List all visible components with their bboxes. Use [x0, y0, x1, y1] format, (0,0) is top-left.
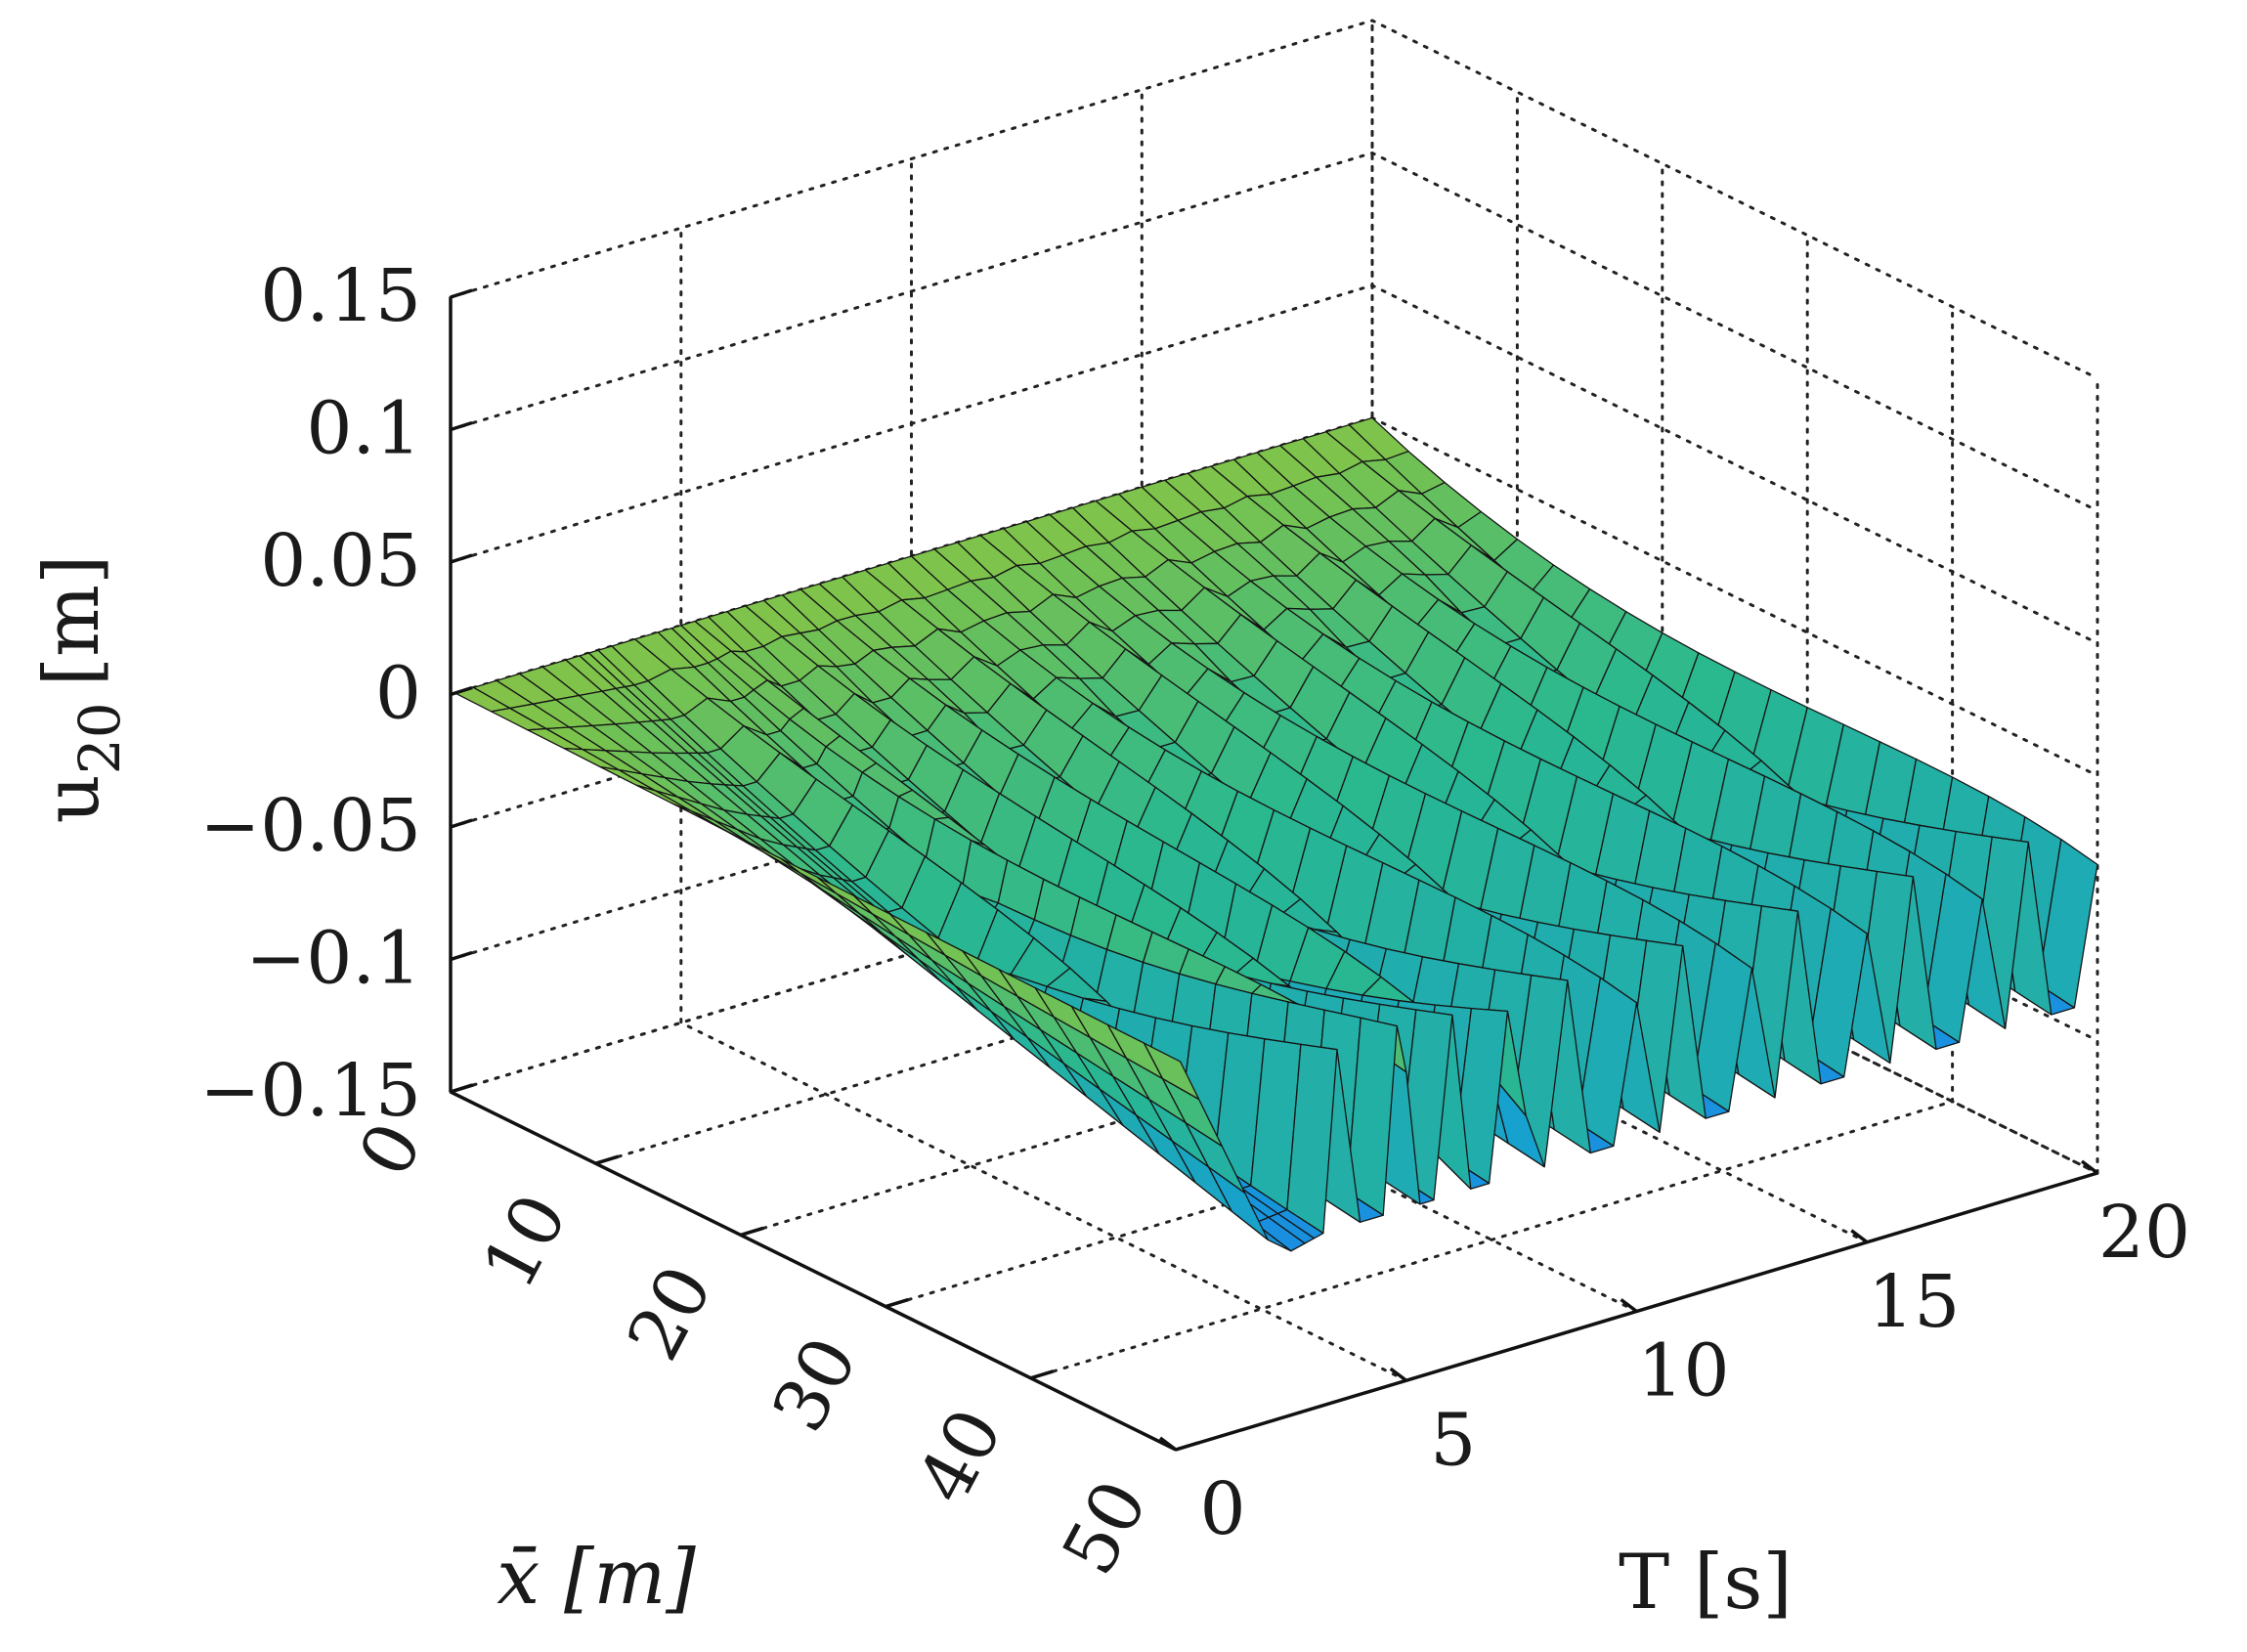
- x-tick-mark: [1175, 1441, 1199, 1452]
- x-axis-line: [450, 1090, 1177, 1452]
- y-tick-label: 15: [1868, 1260, 1960, 1344]
- y-grid-line: [679, 226, 1408, 1382]
- z-tick-mark: [450, 818, 473, 829]
- x-tick-label: 10: [466, 1181, 583, 1302]
- x-tick-mark: [594, 1154, 619, 1165]
- z-tick-mark: [450, 950, 473, 962]
- z-tick-label: −0.15: [199, 1049, 421, 1133]
- y-tick-mark: [1389, 1367, 1407, 1382]
- x-grid-line: [1029, 305, 1955, 1380]
- x-tick-label: 50: [1047, 1467, 1164, 1588]
- z-grid-line: [449, 19, 2099, 380]
- label-layer: u20[m] x̄ [m] T [s]: [28, 555, 1793, 1627]
- x-tick-label: 40: [901, 1396, 1018, 1517]
- x-tick-label: 20: [612, 1252, 729, 1373]
- x-axis-title: x̄ [m]: [497, 1534, 696, 1622]
- z-axis-title-sub: 20: [66, 702, 133, 774]
- surface-layer: [454, 416, 2098, 1252]
- x-tick-mark: [450, 1083, 474, 1094]
- y-tick-mark: [1158, 1436, 1178, 1452]
- z-tick-label: −0.1: [245, 917, 421, 1001]
- z-tick-mark: [450, 420, 473, 432]
- y-tick-label: 0: [1199, 1467, 1245, 1551]
- z-axis-title-unit: [m]: [28, 555, 116, 687]
- z-axis-title-main: u: [28, 774, 116, 823]
- z-tick-label: 0.05: [260, 519, 421, 603]
- x-tick-mark: [740, 1226, 764, 1238]
- z-tick-label: 0.15: [260, 254, 421, 338]
- x-tick-label: 30: [756, 1325, 874, 1446]
- surface-patch: [1143, 1042, 1200, 1101]
- z-tick-label: −0.05: [199, 784, 421, 868]
- x-tick-mark: [885, 1297, 909, 1309]
- y-tick-label: 20: [2098, 1191, 2190, 1275]
- y-tick-label: 5: [1430, 1398, 1476, 1482]
- z-axis-title: u20 [m]: [28, 555, 133, 824]
- z-tick-label: 0: [375, 652, 421, 736]
- y-tick-mark: [2080, 1159, 2099, 1175]
- x-tick-mark: [1030, 1369, 1055, 1380]
- y-tick-label: 10: [1637, 1329, 1729, 1413]
- z-tick-mark: [450, 288, 473, 299]
- z-tick-mark: [450, 553, 473, 564]
- y-tick-mark: [1620, 1298, 1638, 1313]
- y-tick-mark: [1850, 1229, 1869, 1244]
- z-tick-mark: [450, 685, 473, 697]
- y-axis-title: T [s]: [1619, 1539, 1793, 1627]
- z-grid-line: [449, 151, 2099, 512]
- z-tick-label: 0.1: [306, 387, 421, 471]
